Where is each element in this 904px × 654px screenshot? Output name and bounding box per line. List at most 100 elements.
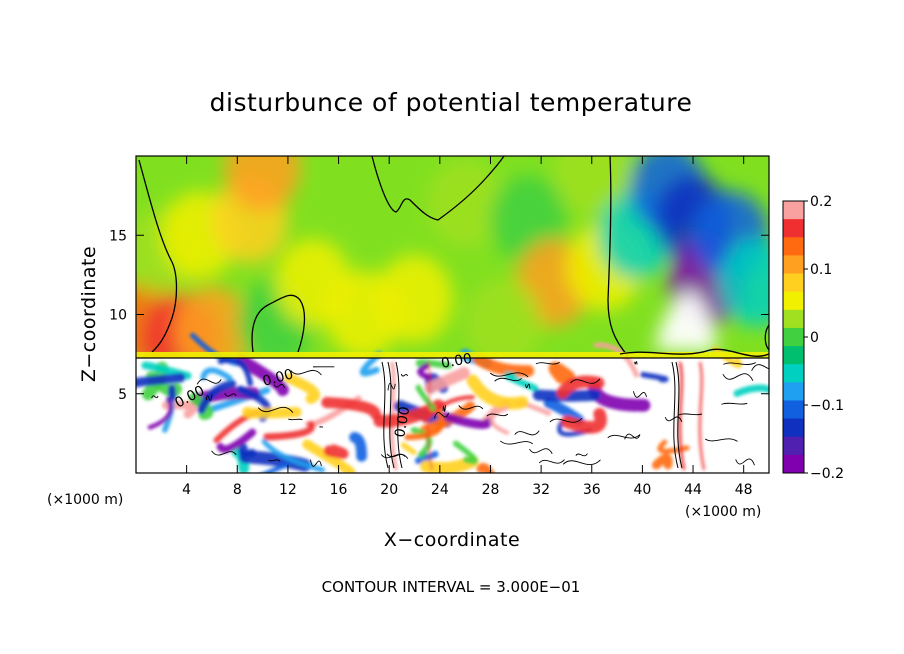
x-tick-label: 40 xyxy=(633,482,651,498)
contour-line xyxy=(309,459,322,467)
field-blob xyxy=(224,156,301,212)
turbulent-streak xyxy=(321,396,382,420)
y-tick-label: 5 xyxy=(118,387,127,403)
lower-field-contours xyxy=(151,361,769,469)
x-tick-label: 8 xyxy=(233,482,242,498)
contour-line xyxy=(538,459,565,464)
contour-line xyxy=(664,416,683,422)
field-blob xyxy=(376,254,453,343)
contour-line xyxy=(535,361,560,365)
turbulent-streak xyxy=(404,409,445,441)
colorbar-swatch xyxy=(783,309,804,329)
contour-line xyxy=(570,378,601,384)
y-tick-label: 15 xyxy=(109,228,127,244)
chart-title: disturbunce of potential temperature xyxy=(210,88,693,117)
zero-contours xyxy=(138,156,769,357)
colorbar-swatch xyxy=(783,219,804,238)
turbulent-streak xyxy=(452,440,478,465)
turbulent-streak xyxy=(651,453,673,470)
contour-line xyxy=(151,395,159,399)
turbulent-streak xyxy=(217,356,254,387)
turbulent-streak xyxy=(167,384,177,402)
colorbar-swatch xyxy=(783,346,804,365)
turbulent-streak xyxy=(261,438,325,473)
turbulent-streak xyxy=(200,367,233,382)
y-tick-label: 10 xyxy=(109,308,127,324)
contour-line xyxy=(268,459,281,462)
zero-contour-top xyxy=(371,156,505,221)
contour-label: 0.00 xyxy=(392,405,413,438)
contour-line xyxy=(575,453,588,457)
contour-line-vertical xyxy=(395,361,403,469)
x-unit-right: (×1000 m) xyxy=(685,504,761,520)
x-tick-label: 20 xyxy=(380,482,398,498)
y-axis: 5 10 15 xyxy=(109,228,769,403)
contour-line xyxy=(290,369,322,376)
turbulent-streak xyxy=(472,353,535,377)
turbulent-streak xyxy=(323,444,349,460)
contour-line-vertical xyxy=(671,361,679,469)
turbulent-streak xyxy=(543,397,585,426)
contour-label: 0.00 xyxy=(440,351,473,372)
plume-streak xyxy=(678,361,686,471)
x-axis-label: X−coordinate xyxy=(384,529,520,551)
colorbar-swatch xyxy=(783,382,804,401)
contour-line xyxy=(751,364,769,371)
contour-line xyxy=(486,413,509,417)
field-blob xyxy=(427,159,504,248)
contour-line xyxy=(735,458,755,466)
plume-streak xyxy=(390,361,398,471)
plume-streak xyxy=(698,361,706,471)
colorbar-swatch xyxy=(783,273,804,293)
turbulent-streak xyxy=(136,373,186,388)
turbulent-streak xyxy=(733,384,769,397)
contour-line xyxy=(607,434,641,439)
x-tick-label: 16 xyxy=(330,482,348,498)
x-axis: 4 8 12 16 20 24 28 32 36 40 44 48 xyxy=(182,156,753,498)
contour-line xyxy=(525,383,531,389)
contour-line xyxy=(549,417,583,423)
contour-line xyxy=(721,402,748,405)
contour-line xyxy=(624,433,641,440)
x-tick-label: 36 xyxy=(583,482,601,498)
colorbar-tick-label: 0 xyxy=(810,330,819,346)
turbulent-streak xyxy=(489,406,510,435)
field-blob xyxy=(718,238,769,327)
contour-line xyxy=(722,373,754,381)
turbulent-streak xyxy=(400,442,417,455)
colorbar-tick-label: −0.2 xyxy=(810,466,844,482)
contour-line xyxy=(562,459,601,466)
colorbar-swatch xyxy=(783,436,804,456)
turbulent-streak xyxy=(238,443,257,458)
contour-line xyxy=(205,394,213,401)
contour-line xyxy=(273,383,285,389)
turbulent-streak xyxy=(415,384,436,412)
zero-contour-loop xyxy=(251,294,306,353)
x-tick-label: 4 xyxy=(182,482,191,498)
turbulent-streak xyxy=(417,362,432,381)
turbulent-streak xyxy=(188,392,214,420)
contour-line xyxy=(211,450,237,456)
contour-line xyxy=(442,405,446,412)
contour-line xyxy=(386,453,406,458)
colorbar-swatch xyxy=(783,201,804,220)
colorbar-tick-label: 0.1 xyxy=(810,262,832,278)
contour-line xyxy=(257,406,294,413)
turbulent-streak xyxy=(476,463,495,473)
contour-line xyxy=(433,412,449,419)
interface-wave xyxy=(619,348,769,357)
interface-highlight xyxy=(136,352,769,358)
x-tick-label: 44 xyxy=(684,482,702,498)
x-tick-label: 24 xyxy=(431,482,449,498)
contour-line xyxy=(514,430,540,436)
contour-line xyxy=(634,361,638,365)
contour-line xyxy=(704,438,738,442)
turbulent-streak xyxy=(302,439,356,473)
turbulent-streak xyxy=(235,354,289,397)
contour-line-vertical xyxy=(387,361,395,469)
turbulent-streak xyxy=(593,342,639,378)
turbulent-streak xyxy=(466,374,529,410)
turbulent-streak xyxy=(504,371,539,392)
x-tick-label: 28 xyxy=(482,482,500,498)
